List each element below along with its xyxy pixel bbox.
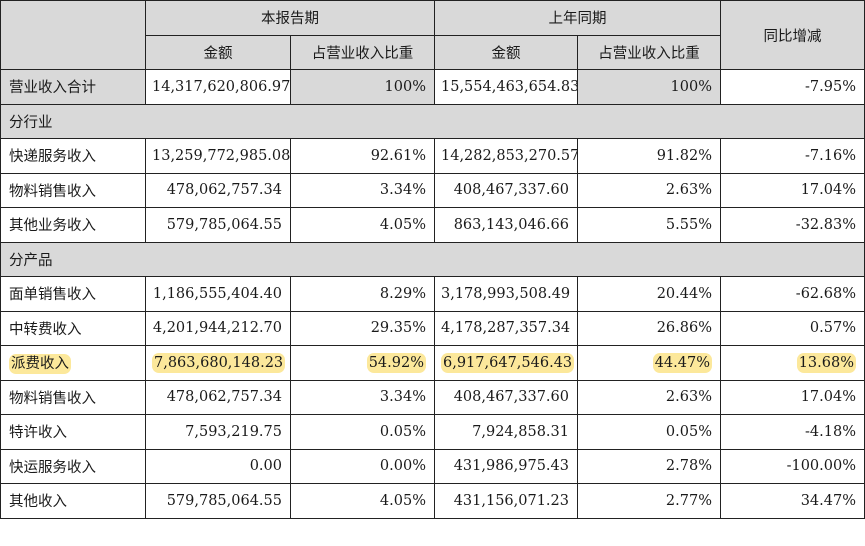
- yoy-cell: 0.57%: [720, 310, 865, 346]
- yoy-cell: 13.68%: [720, 345, 865, 381]
- cur-amount-cell: 0.00: [145, 448, 291, 484]
- yoy-cell: -100.00%: [720, 448, 865, 484]
- yoy-cell: -7.16%: [720, 138, 865, 174]
- prev-amount-cell: 4,178,287,357.34: [434, 310, 578, 346]
- section-row-product: 分产品: [0, 241, 865, 277]
- prev-amount-cell: 408,467,337.60: [434, 172, 578, 208]
- cur-share-cell: 8.29%: [290, 276, 435, 312]
- row-label: 派费收入: [0, 345, 146, 381]
- cur-share-cell: 29.35%: [290, 310, 435, 346]
- cur-amount-cell: 579,785,064.55: [145, 207, 291, 243]
- row-label: 物料销售收入: [0, 379, 146, 415]
- header-cur-amount: 金额: [145, 34, 291, 70]
- cur-amount-cell: 1,186,555,404.40: [145, 276, 291, 312]
- highlight-mark: 44.47%: [652, 352, 712, 373]
- section-row-industry: 分行业: [0, 103, 865, 139]
- section-title: 分产品: [0, 241, 865, 277]
- prev-share-cell: 44.47%: [577, 345, 721, 381]
- cur-share-cell: 54.92%: [290, 345, 435, 381]
- row-label: 快递服务收入: [0, 138, 146, 174]
- cur-amount-cell: 13,259,772,985.08: [145, 138, 291, 174]
- table-row: 其他业务收入 579,785,064.55 4.05% 863,143,046.66 5…: [0, 207, 865, 243]
- prev-share-cell: 5.55%: [577, 207, 721, 243]
- yoy-cell: 34.47%: [720, 483, 865, 519]
- table-row: 中转费收入 4,201,944,212.70 29.35% 4,178,287,357…: [0, 310, 865, 346]
- header-prev-share: 占营业收入比重: [577, 34, 721, 70]
- cur-share-cell: 0.05%: [290, 414, 435, 450]
- cur-amount-cell: 478,062,757.34: [145, 172, 291, 208]
- prev-share-cell: 0.05%: [577, 414, 721, 450]
- cur-amount-cell: 7,593,219.75: [145, 414, 291, 450]
- prev-amount-cell: 431,156,071.23: [434, 483, 578, 519]
- yoy-cell: -7.95%: [720, 69, 865, 105]
- cur-amount-cell: 579,785,064.55: [145, 483, 291, 519]
- prev-amount-cell: 863,143,046.66: [434, 207, 578, 243]
- prev-amount-cell: 15,554,463,654.83: [434, 69, 578, 105]
- table-row: 快递服务收入 13,259,772,985.08 92.61% 14,282,853,…: [0, 138, 865, 174]
- prev-amount-cell: 7,924,858.31: [434, 414, 578, 450]
- table-row: 面单销售收入 1,186,555,404.40 8.29% 3,178,993,508…: [0, 276, 865, 312]
- cur-share-cell: 4.05%: [290, 483, 435, 519]
- revenue-breakdown-table: 本报告期 上年同期 同比增减 金额 占营业收入比重 金额 占营业收入比重 营业收…: [0, 0, 865, 519]
- prev-share-cell: 100%: [577, 69, 721, 105]
- prev-share-cell: 2.63%: [577, 172, 721, 208]
- header-row-top: 本报告期 上年同期 同比增减: [0, 0, 865, 70]
- cur-share-cell: 0.00%: [290, 448, 435, 484]
- prev-share-cell: 26.86%: [577, 310, 721, 346]
- row-label: 物料销售收入: [0, 172, 146, 208]
- cur-share-cell: 4.05%: [290, 207, 435, 243]
- cur-share-cell: 3.34%: [290, 379, 435, 415]
- prev-share-cell: 20.44%: [577, 276, 721, 312]
- table-row: 特许收入 7,593,219.75 0.05% 7,924,858.31 0.05% -4…: [0, 414, 865, 450]
- highlight-mark: 54.92%: [366, 352, 426, 373]
- table-row: 物料销售收入 478,062,757.34 3.34% 408,467,337.60 2…: [0, 172, 865, 208]
- row-label: 特许收入: [0, 414, 146, 450]
- cur-share-cell: 100%: [290, 69, 435, 105]
- section-title: 分行业: [0, 103, 865, 139]
- row-label: 面单销售收入: [0, 276, 146, 312]
- total-row: 营业收入合计 14,317,620,806.97 100% 15,554,463…: [0, 69, 865, 105]
- header-current-period: 本报告期: [145, 0, 435, 36]
- header-corner: [0, 0, 146, 70]
- yoy-cell: 17.04%: [720, 172, 865, 208]
- prev-amount-cell: 3,178,993,508.49: [434, 276, 578, 312]
- row-label: 中转费收入: [0, 310, 146, 346]
- header-row-sub: 金额 占营业收入比重 金额 占营业收入比重: [1, 34, 865, 70]
- prev-amount-cell: 14,282,853,270.57: [434, 138, 578, 174]
- prev-amount-cell: 431,986,975.43: [434, 448, 578, 484]
- prev-share-cell: 2.78%: [577, 448, 721, 484]
- highlight-mark: 派费收入: [9, 354, 71, 375]
- yoy-cell: -4.18%: [720, 414, 865, 450]
- cur-amount-cell: 4,201,944,212.70: [145, 310, 291, 346]
- cur-share-cell: 92.61%: [290, 138, 435, 174]
- header-yoy-change: 同比增减: [720, 0, 865, 70]
- header-cur-share: 占营业收入比重: [290, 34, 435, 70]
- table-row: 其他收入 579,785,064.55 4.05% 431,156,071.23 2.7…: [0, 483, 865, 519]
- yoy-cell: -32.83%: [720, 207, 865, 243]
- row-label: 其他业务收入: [0, 207, 146, 243]
- yoy-cell: 17.04%: [720, 379, 865, 415]
- prev-share-cell: 2.77%: [577, 483, 721, 519]
- header-prior-period: 上年同期: [434, 0, 721, 36]
- row-label: 其他收入: [0, 483, 146, 519]
- cur-amount-cell: 478,062,757.34: [145, 379, 291, 415]
- yoy-cell: -62.68%: [720, 276, 865, 312]
- highlight-mark: 7,863,680,148.23: [152, 352, 286, 373]
- highlight-mark: 6,917,647,546.43: [441, 352, 575, 373]
- prev-share-cell: 2.63%: [577, 379, 721, 415]
- prev-share-cell: 91.82%: [577, 138, 721, 174]
- cur-amount-cell: 7,863,680,148.23: [145, 345, 291, 381]
- table-row: 快运服务收入 0.00 0.00% 431,986,975.43 2.78% -100.0…: [0, 448, 865, 484]
- cur-amount-cell: 14,317,620,806.97: [145, 69, 291, 105]
- row-label: 营业收入合计: [0, 69, 146, 105]
- cur-share-cell: 3.34%: [290, 172, 435, 208]
- header-prev-amount: 金额: [434, 34, 578, 70]
- row-label: 快运服务收入: [0, 448, 146, 484]
- prev-amount-cell: 6,917,647,546.43: [434, 345, 578, 381]
- highlight-mark: 13.68%: [796, 352, 856, 373]
- prev-amount-cell: 408,467,337.60: [434, 379, 578, 415]
- table-row: 派费收入 7,863,680,148.23 54.92% 6,917,647,546.…: [0, 345, 865, 381]
- table-row: 物料销售收入 478,062,757.34 3.34% 408,467,337.60 2…: [0, 379, 865, 415]
